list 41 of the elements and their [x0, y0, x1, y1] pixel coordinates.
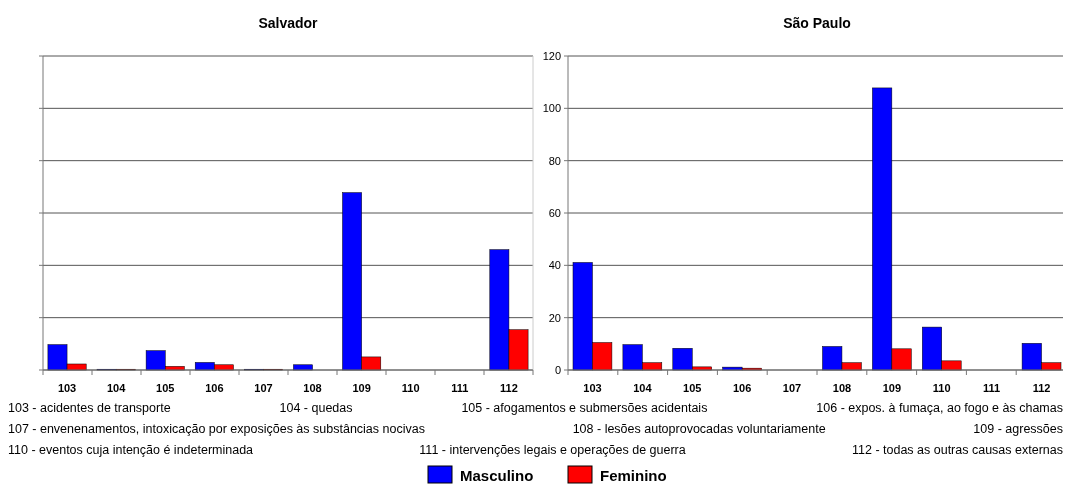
x-tick-label: 108 — [303, 382, 322, 394]
x-tick-label: 103 — [57, 382, 77, 394]
x-tick-label: 107 — [782, 382, 802, 394]
x-tick-label: 106 — [732, 382, 752, 394]
x-tick-label: 112 — [1032, 382, 1051, 394]
y-tick-label: 100 — [542, 102, 561, 115]
y-tick-label: 80 — [548, 154, 561, 167]
text: 112 - todas as outras causas externas — [851, 442, 1063, 459]
x-tick-label: 105 — [683, 382, 702, 394]
y-tick-label: 0 — [554, 364, 561, 376]
text: 109 - agressões — [973, 421, 1063, 438]
text: 107 - envenenamentos, intoxicação por exposições às substâncias nocivas — [8, 421, 425, 438]
x-tick-label: 108 — [832, 382, 852, 394]
text: 108 - lesões autoprovocadas voluntariamente — [572, 421, 826, 438]
text: 105 - afogamentos e submersões acidentais — [461, 400, 708, 417]
x-tick-label: 105 — [156, 382, 175, 394]
x-tick-label: 104 — [633, 382, 653, 394]
legend-label: Masculino — [460, 467, 534, 484]
x-tick-label: 111 — [983, 382, 1001, 394]
chart-title: Salvador — [258, 15, 319, 31]
x-tick-label: 104 — [106, 382, 127, 394]
text: 106 - expos. à fumaça, ao fogo e às chamas — [816, 400, 1063, 417]
y-tick-label: 120 — [542, 50, 561, 62]
x-tick-label: 110 — [401, 382, 420, 394]
x-tick-label: 103 — [583, 382, 602, 394]
chart-title: São Paulo — [783, 15, 851, 31]
legend-label: Feminino — [600, 467, 667, 484]
x-tick-label: 106 — [205, 382, 224, 394]
x-tick-label: 109 — [352, 382, 371, 394]
text: 111 - intervenções legais e operações de guerra — [419, 442, 686, 459]
x-tick-label: 111 — [451, 382, 469, 394]
y-tick-label: 20 — [548, 311, 561, 324]
text: 104 - quedas — [279, 400, 353, 417]
x-tick-label: 109 — [882, 382, 902, 394]
text: 103 - acidentes de transporte — [8, 400, 171, 417]
y-tick-label: 40 — [548, 259, 561, 272]
x-tick-label: 110 — [932, 382, 951, 394]
x-tick-label: 107 — [254, 382, 273, 394]
text: 110 - eventos cuja intenção é indeterminada — [8, 442, 254, 459]
x-tick-label: 112 — [500, 382, 518, 394]
y-tick-label: 60 — [548, 207, 561, 219]
